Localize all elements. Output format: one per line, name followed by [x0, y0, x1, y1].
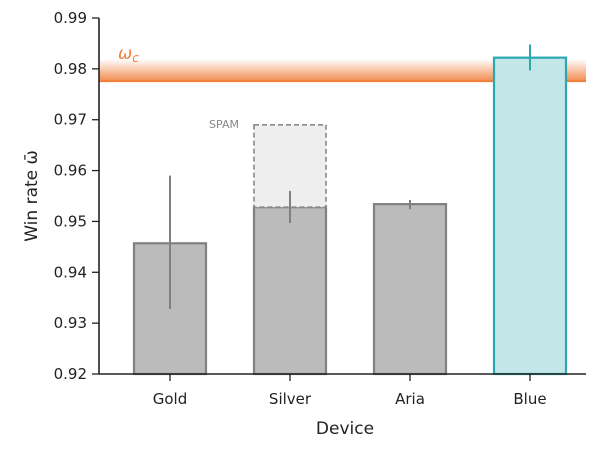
- y-tick-label: 0.98: [54, 60, 87, 78]
- y-tick-label: 0.99: [54, 9, 87, 27]
- y-tick-label: 0.97: [54, 111, 87, 129]
- bar-silver: [252, 206, 328, 376]
- threshold-glow: [99, 59, 586, 82]
- bar-blue: [492, 56, 568, 376]
- error-bars: [169, 44, 531, 309]
- x-tick-label: Aria: [395, 390, 425, 408]
- x-axis-title: Device: [316, 419, 374, 439]
- bar-aria: [372, 203, 448, 376]
- x-tick-label: Blue: [513, 390, 546, 408]
- y-tick-label: 0.96: [54, 162, 87, 180]
- bars: [132, 56, 568, 376]
- y-ticks: 0.92 0.93 0.94 0.95 0.96 0.97 0.98 0.99: [54, 9, 99, 383]
- spam-label: SPAM: [209, 118, 239, 131]
- y-tick-label: 0.92: [54, 365, 87, 383]
- y-tick-label: 0.95: [54, 212, 87, 230]
- y-tick-label: 0.94: [54, 263, 87, 281]
- x-ticks: Gold Silver Aria Blue: [153, 374, 547, 408]
- x-tick-label: Silver: [269, 390, 312, 408]
- x-tick-label: Gold: [153, 390, 188, 408]
- y-tick-label: 0.93: [54, 314, 87, 332]
- omega-c-label: ωc: [118, 44, 139, 65]
- y-axis-title: Win rate ω̄: [22, 150, 42, 242]
